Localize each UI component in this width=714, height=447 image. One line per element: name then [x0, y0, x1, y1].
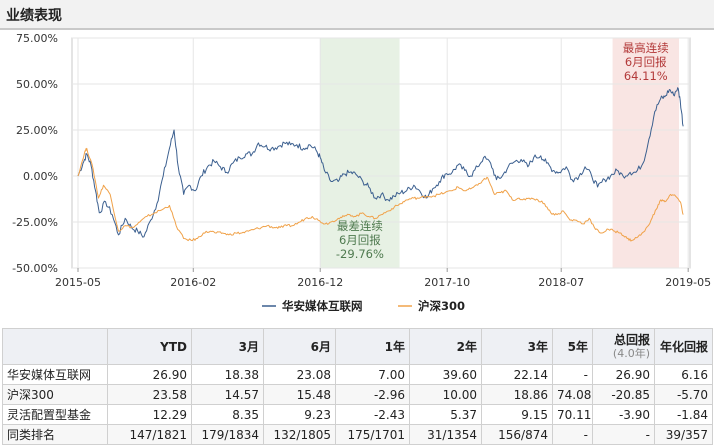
table-cell: -: [592, 424, 655, 445]
table-cell: -20.85: [592, 384, 655, 405]
table-header-cell: 3年: [481, 328, 553, 365]
best-period-annotation: 最高连续: [623, 41, 669, 55]
worst-period-annotation: 最差连续: [337, 219, 383, 233]
table-row: 沪深300 23.58 14.57 15.48 -2.96 10.00 18.8…: [2, 384, 713, 405]
section-title: 业绩表现: [6, 8, 62, 24]
table-cell: 5.37: [409, 404, 482, 425]
y-tick-label: 75.00%: [16, 32, 58, 45]
table-cell: 132/1805: [263, 424, 336, 445]
x-tick-label: 2019-05: [665, 276, 711, 289]
table-cell: -2.96: [335, 384, 410, 405]
table-cell: -1.84: [654, 404, 713, 425]
performance-line-chart: 75.00%50.00%25.00%0.00%-25.00%-50.00%201…: [12, 32, 711, 313]
table-header-cell: 5年: [552, 328, 593, 365]
x-tick-label: 2016-12: [297, 276, 343, 289]
table-header-cell: 1年: [335, 328, 410, 365]
y-tick-label: 0.00%: [23, 170, 58, 183]
table-row: 灵活配置型基金 12.29 8.35 9.23 -2.43 5.37 9.15 …: [2, 404, 713, 425]
best-period-annotation: 6月回报: [625, 55, 667, 69]
y-tick-label: -50.00%: [12, 262, 58, 275]
table-cell: 23.58: [107, 384, 192, 405]
table-cell: 15.48: [263, 384, 336, 405]
table-cell: 147/1821: [107, 424, 192, 445]
table-cell: 华安媒体互联网: [2, 364, 108, 385]
table-cell: -: [552, 424, 593, 445]
table-cell: 74.08: [552, 384, 593, 405]
table-cell: -: [552, 364, 593, 385]
table-cell: 179/1834: [191, 424, 264, 445]
table-header-cell: 总回报 (4.0年): [592, 328, 655, 365]
worst-period-annotation: -29.76%: [336, 247, 384, 261]
worst-period-annotation: 6月回报: [339, 233, 381, 247]
table-header-cell: [2, 328, 108, 365]
table-cell: 39.60: [409, 364, 482, 385]
table-cell: -2.43: [335, 404, 410, 425]
table-cell: 26.90: [592, 364, 655, 385]
table-cell: -5.70: [654, 384, 713, 405]
performance-table: YTD 3月 6月 1年 2年 3年 5年 总回报 (4.0年) 年化回报 华安媒…: [2, 328, 713, 445]
table-cell: 156/874: [481, 424, 553, 445]
table-header-cell: 3月: [191, 328, 264, 365]
table-header-cell: 2年: [409, 328, 482, 365]
legend-entry: 沪深300: [418, 299, 465, 313]
worst-period-band: [320, 38, 400, 268]
table-header-cell: YTD: [107, 328, 192, 365]
x-tick-label: 2017-10: [424, 276, 470, 289]
table-cell: 23.08: [263, 364, 336, 385]
table-cell: 10.00: [409, 384, 482, 405]
x-tick-label: 2015-05: [55, 276, 101, 289]
table-cell: 22.14: [481, 364, 553, 385]
period-note: (4.0年): [612, 346, 650, 360]
table-cell: 31/1354: [409, 424, 482, 445]
y-tick-label: -25.00%: [12, 216, 58, 229]
table-header-row: YTD 3月 6月 1年 2年 3年 5年 总回报 (4.0年) 年化回报: [2, 328, 713, 365]
table-cell: 18.38: [191, 364, 264, 385]
x-tick-label: 2018-07: [538, 276, 584, 289]
table-cell: 6.16: [654, 364, 713, 385]
table-cell: -3.90: [592, 404, 655, 425]
table-cell: 8.35: [191, 404, 264, 425]
table-cell: 12.29: [107, 404, 192, 425]
fund-line: [77, 87, 684, 238]
table-cell: 沪深300: [2, 384, 108, 405]
index-line: [77, 147, 684, 242]
legend-entry: 华安媒体互联网: [282, 299, 363, 313]
table-cell: 9.23: [263, 404, 336, 425]
table-cell: 39/357: [654, 424, 713, 445]
table-cell: 灵活配置型基金: [2, 404, 108, 425]
table-cell: 175/1701: [335, 424, 410, 445]
table-header-cell: 6月: [263, 328, 336, 365]
table-cell: 7.00: [335, 364, 410, 385]
best-period-annotation: 64.11%: [624, 69, 668, 83]
table-cell: 18.86: [481, 384, 553, 405]
y-tick-label: 50.00%: [16, 78, 58, 91]
table-cell: 同类排名: [2, 424, 108, 445]
table-cell: 70.11: [552, 404, 593, 425]
table-row: 华安媒体互联网 26.90 18.38 23.08 7.00 39.60 22.…: [2, 364, 713, 385]
section-header: 业绩表现: [0, 0, 714, 30]
table-cell: 26.90: [107, 364, 192, 385]
table-cell: 9.15: [481, 404, 553, 425]
y-tick-label: 25.00%: [16, 124, 58, 137]
x-tick-label: 2016-02: [170, 276, 216, 289]
table-cell: 14.57: [191, 384, 264, 405]
table-row: 同类排名 147/1821 179/1834 132/1805 175/1701…: [2, 424, 713, 445]
table-header-cell: 年化回报: [654, 328, 713, 365]
